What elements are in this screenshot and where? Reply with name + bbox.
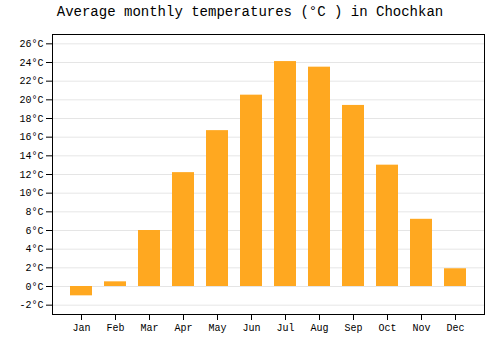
svg-text:Dec: Dec xyxy=(446,323,464,334)
svg-text:Jun: Jun xyxy=(242,323,260,334)
svg-text:4°C: 4°C xyxy=(25,244,43,255)
svg-text:Feb: Feb xyxy=(106,323,124,334)
svg-text:8°C: 8°C xyxy=(25,207,43,218)
svg-text:14°C: 14°C xyxy=(19,151,43,162)
svg-text:12°C: 12°C xyxy=(19,170,43,181)
svg-text:Oct: Oct xyxy=(378,323,396,334)
svg-text:Jul: Jul xyxy=(276,323,294,334)
svg-text:24°C: 24°C xyxy=(19,58,43,69)
svg-text:26°C: 26°C xyxy=(19,39,43,50)
svg-text:10°C: 10°C xyxy=(19,188,43,199)
svg-text:0°C: 0°C xyxy=(25,282,43,293)
svg-text:20°C: 20°C xyxy=(19,95,43,106)
svg-text:6°C: 6°C xyxy=(25,226,43,237)
html-text:Average monthly temperatures (: Average monthly temperatures (°C ) in Ch… xyxy=(56,4,444,20)
svg-text:May: May xyxy=(208,323,226,334)
svg-text:Sep: Sep xyxy=(344,323,362,334)
svg-text:Aug: Aug xyxy=(310,323,328,334)
svg-text:Jan: Jan xyxy=(72,323,90,334)
svg-text:18°C: 18°C xyxy=(19,114,43,125)
svg-text:Nov: Nov xyxy=(412,323,430,334)
svg-text:Mar: Mar xyxy=(140,323,158,334)
svg-text:22°C: 22°C xyxy=(19,76,43,87)
svg-text:2°C: 2°C xyxy=(25,263,43,274)
svg-text:16°C: 16°C xyxy=(19,132,43,143)
svg-text:Apr: Apr xyxy=(174,323,192,334)
svg-text:-2°C: -2°C xyxy=(19,300,43,311)
